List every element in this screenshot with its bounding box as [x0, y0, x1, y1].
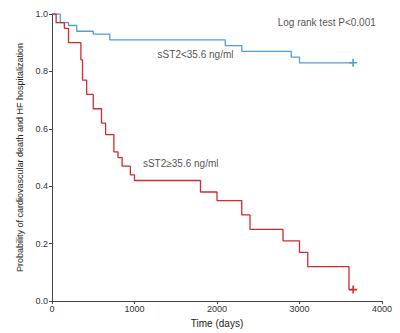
svg-text:3000: 3000: [289, 304, 309, 314]
svg-text:0.6: 0.6: [35, 124, 48, 134]
svg-text:sST2≥35.6 ng/ml: sST2≥35.6 ng/ml: [143, 158, 219, 169]
svg-text:Probability of cardiovascular: Probability of cardiovascular death and …: [15, 43, 25, 272]
svg-text:0.4: 0.4: [35, 181, 48, 191]
svg-text:0.2: 0.2: [35, 239, 48, 249]
svg-text:0.0: 0.0: [35, 296, 48, 306]
svg-text:4000: 4000: [372, 304, 392, 314]
svg-text:sST2<35.6 ng/ml: sST2<35.6 ng/ml: [158, 49, 234, 60]
svg-text:Time (days): Time (days): [191, 318, 243, 329]
svg-text:2000: 2000: [207, 304, 227, 314]
svg-text:1000: 1000: [124, 304, 144, 314]
svg-text:1.0: 1.0: [35, 9, 48, 19]
svg-text:Log rank test P<0.001: Log rank test P<0.001: [278, 17, 377, 28]
svg-text:0: 0: [49, 304, 54, 314]
svg-text:0.8: 0.8: [35, 66, 48, 76]
